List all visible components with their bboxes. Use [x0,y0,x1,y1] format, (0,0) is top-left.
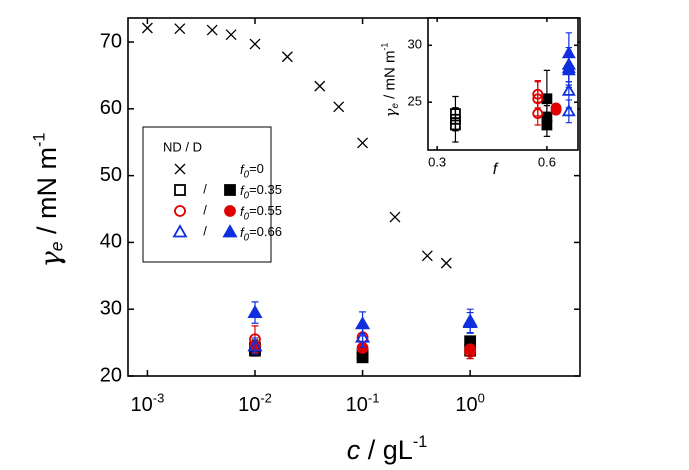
text-part: 10 [346,394,368,416]
text-part: 0 [244,169,250,180]
marker-square [450,108,461,119]
text-part: f [240,204,245,219]
marker-x [174,23,186,35]
text-part: 0 [244,211,250,222]
text-part: / mN m [32,147,62,242]
text-part: =0.35 [249,182,282,197]
axis-label: c / gL-1 [347,433,427,465]
y-tick-label: 40 [100,231,122,253]
y-tick-label: 25 [408,94,422,109]
text-part: 0 [478,391,485,406]
marker-triangle [561,104,576,117]
text-part: f [240,183,245,198]
text-part: 10 [455,394,477,416]
text-part: 10 [131,394,153,416]
plot-frame [427,17,579,151]
text-part: f [240,162,245,177]
marker-x [440,257,452,269]
legend-box [142,126,272,263]
text-part: -1 [368,391,380,406]
legend-label: f0=0 [240,161,264,180]
marker-x [249,38,261,50]
text-part: -3 [153,391,165,406]
legend-separator: / [203,223,207,238]
marker-x [421,250,433,262]
error-bar [534,79,541,109]
text-part: γ [36,250,67,267]
marker-triangle [247,338,263,352]
text-part: f [240,225,245,240]
x-tick-label: 10-2 [238,391,272,416]
plot-frame [127,17,581,377]
marker-x [141,22,153,34]
error-bar [452,95,459,132]
marker-triangle [561,83,576,96]
marker-triangle [355,316,371,330]
marker-x [357,137,369,149]
y-tick-label: 70 [100,30,122,52]
x-tick-label: 0.3 [428,154,446,169]
legend-marker [174,184,186,196]
marker-triangle [561,46,576,59]
text-part: 0 [244,190,250,201]
text-part: f [493,161,499,178]
marker-x [281,51,293,63]
x-tick-label: 100 [455,391,484,416]
marker-x [389,211,401,223]
legend-marker [174,163,186,175]
text-part: =0.66 [249,224,282,239]
text-part: e [390,102,401,108]
x-tick-label: 10-1 [346,391,380,416]
text-part: γ [382,108,400,117]
text-part: =0 [249,161,264,176]
marker-x [333,101,345,113]
text-part: 10 [238,394,260,416]
plot-1: 25 30 0.3 0.6 [408,17,579,169]
axis-label: γe / mN m-1 [31,133,67,268]
legend-label: f0=0.66 [240,224,282,243]
y-tick-label: 60 [100,97,122,119]
legend-marker [224,184,236,196]
marker-square [541,93,553,105]
text-part: -2 [260,391,272,406]
legend-label: f0=0.55 [240,203,282,222]
y-tick-label: 50 [100,164,122,186]
inset-background [428,18,578,150]
y-tick-label: 30 [408,37,422,52]
text-part: =0.55 [249,203,282,218]
legend-marker [174,205,186,217]
marker-x [314,80,326,92]
text-part: e [46,241,66,251]
marker-circle [550,102,562,114]
axis-label: f [493,161,499,178]
marker-x [225,29,237,41]
marker-circle [532,88,544,100]
y-tick-label: 30 [100,297,122,319]
legend-separator: / [203,202,207,217]
text-part: -1 [31,133,49,147]
legend-label: f0=0.35 [240,182,282,201]
legend-title: ND / D [163,139,202,154]
axis-label: γe / mN m-1 [380,43,401,118]
y-tick-label: 20 [100,364,122,386]
legend-marker [172,224,188,238]
text-part: 0 [244,232,250,243]
text-part: / gL [360,435,413,465]
legend-separator: / [203,181,207,196]
text-part: -1 [413,433,427,451]
marker-triangle [247,304,263,318]
text-part: c [347,435,361,465]
x-tick-label: 0.6 [538,154,556,169]
legend-marker [224,205,236,217]
marker-x [206,24,218,36]
text-part: -1 [380,43,390,51]
marker-circle [464,343,477,356]
text-part: / mN m [381,51,398,104]
legend-marker [222,224,238,238]
x-tick-label: 10-3 [131,391,165,416]
marker-triangle [462,313,478,327]
